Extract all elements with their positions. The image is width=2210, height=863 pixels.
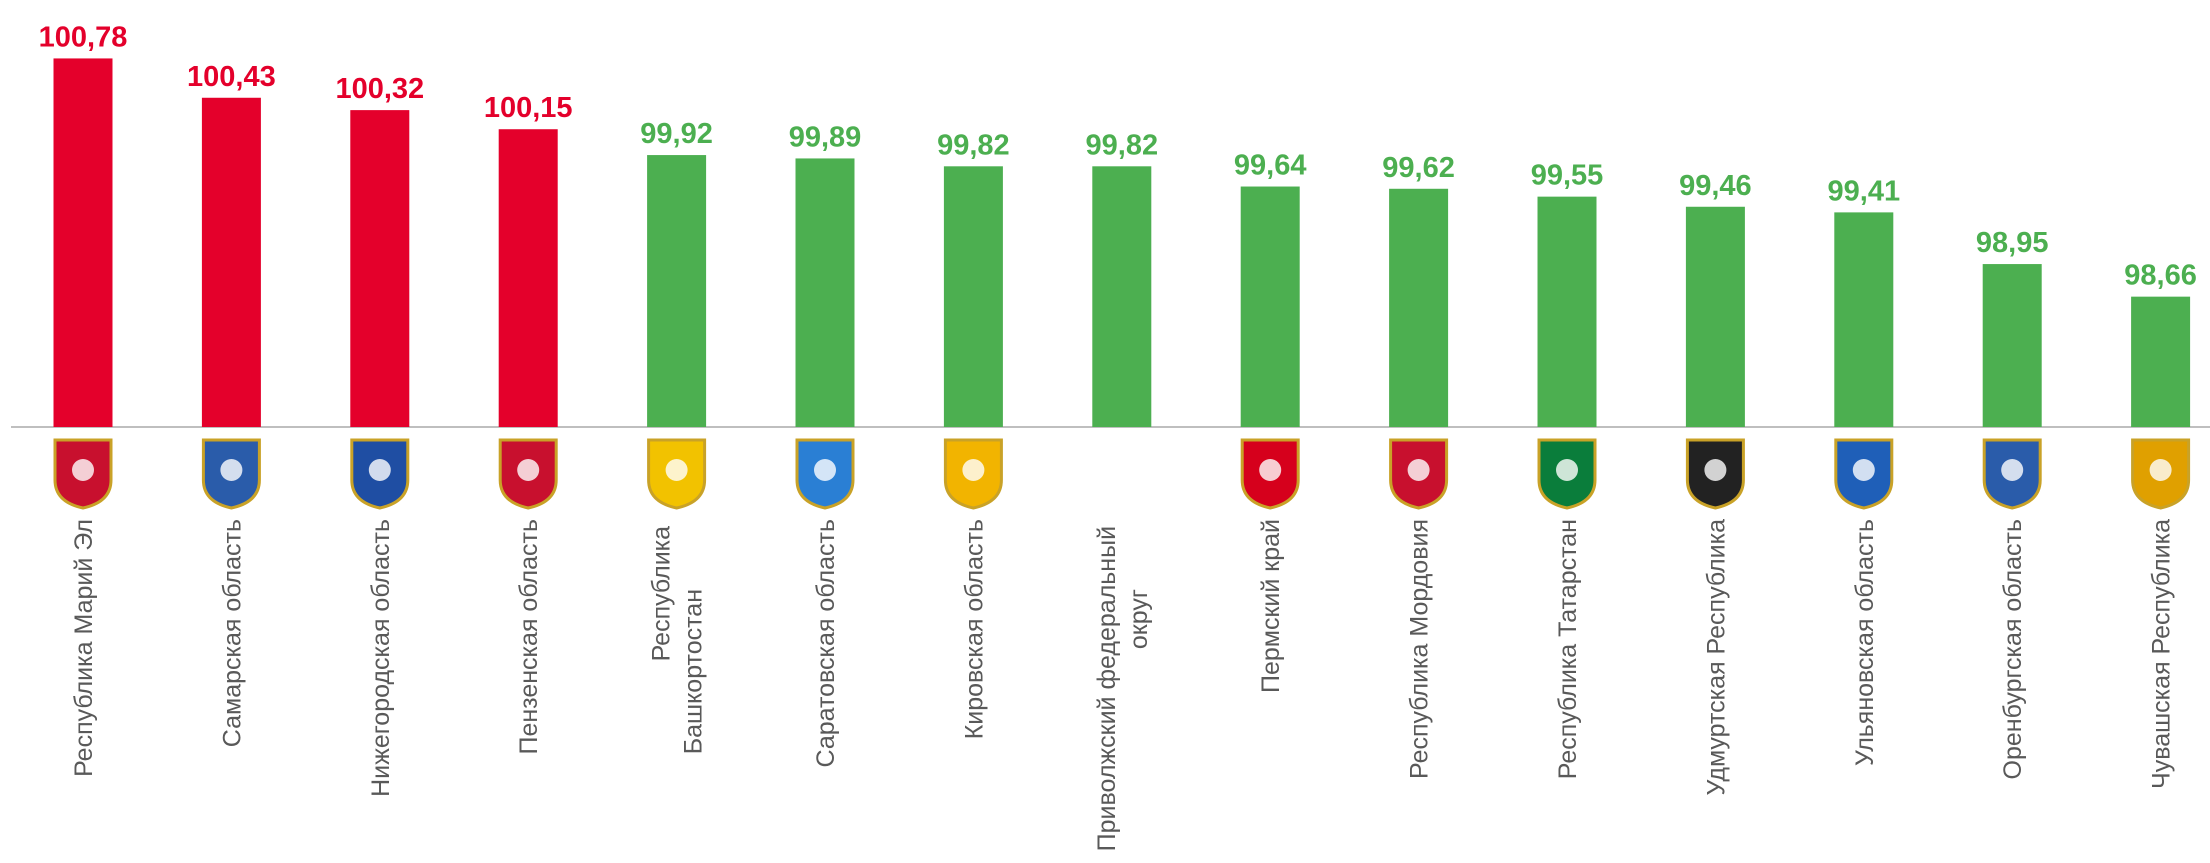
x-tick-label: Ульяновская область bbox=[1851, 519, 1879, 766]
bar bbox=[1092, 166, 1152, 427]
x-tick-label: Республика Марий Эл bbox=[70, 519, 98, 777]
x-tick-label: Приволжский федеральный округ bbox=[1093, 519, 1153, 851]
emblem bbox=[1240, 438, 1300, 510]
emblem bbox=[647, 438, 707, 510]
bar bbox=[1240, 186, 1300, 427]
emblem-detail bbox=[2149, 459, 2172, 481]
emblem-detail bbox=[665, 459, 688, 481]
bar bbox=[350, 110, 410, 427]
emblem bbox=[1982, 438, 2042, 510]
emblem bbox=[1685, 438, 1745, 510]
bar bbox=[498, 129, 558, 427]
emblem bbox=[2131, 438, 2191, 510]
emblem-detail bbox=[2001, 459, 2024, 481]
value-label: 100,78 bbox=[39, 21, 128, 53]
emblem-detail bbox=[1407, 459, 1430, 481]
emblem bbox=[943, 438, 1003, 510]
value-label: 99,92 bbox=[640, 118, 713, 150]
value-label: 99,82 bbox=[937, 129, 1010, 161]
emblem-detail bbox=[1852, 459, 1875, 481]
x-tick-label: Саратовская область bbox=[812, 519, 840, 768]
x-tick-label: Пермский край bbox=[1257, 519, 1285, 693]
x-tick-label: Кировская область bbox=[960, 519, 988, 739]
emblem bbox=[350, 438, 410, 510]
emblem bbox=[795, 438, 855, 510]
x-tick-label: Республика Татарстан bbox=[1554, 519, 1582, 779]
bar bbox=[2131, 296, 2191, 427]
emblem-detail bbox=[220, 459, 243, 481]
x-tick-label: Республика Мордовия bbox=[1406, 519, 1434, 779]
bar bbox=[795, 158, 855, 428]
x-tick-label: Самарская область bbox=[218, 519, 246, 747]
bar bbox=[53, 58, 113, 427]
bar bbox=[1834, 212, 1894, 427]
x-tick-label: Чувашская Республика bbox=[2148, 519, 2176, 789]
emblem bbox=[1834, 438, 1894, 510]
emblem bbox=[1537, 438, 1597, 510]
value-label: 99,41 bbox=[1828, 175, 1901, 207]
value-label: 100,43 bbox=[187, 61, 276, 93]
emblem-detail bbox=[962, 459, 985, 481]
bar bbox=[1537, 196, 1597, 427]
bar bbox=[943, 166, 1003, 427]
value-label: 99,46 bbox=[1679, 170, 1752, 202]
value-label: 99,64 bbox=[1234, 150, 1307, 182]
x-tick-label: Нижегородская область bbox=[367, 519, 395, 797]
value-label: 99,62 bbox=[1382, 152, 1455, 184]
x-tick-label: Республика Башкортостан bbox=[648, 519, 708, 754]
bar bbox=[1389, 188, 1449, 427]
emblem-detail bbox=[368, 459, 391, 481]
x-tick-label: Пензенская область bbox=[515, 519, 543, 755]
value-label: 100,32 bbox=[335, 73, 424, 105]
value-label: 98,95 bbox=[1976, 227, 2049, 259]
value-label: 98,66 bbox=[2124, 260, 2197, 292]
emblem-detail bbox=[1556, 459, 1578, 481]
emblem-detail bbox=[1704, 459, 1727, 481]
bar bbox=[1982, 264, 2042, 427]
emblem bbox=[498, 438, 558, 510]
emblem-detail bbox=[72, 459, 94, 481]
value-label: 99,89 bbox=[789, 121, 862, 153]
x-tick-label: Удмуртская Республика bbox=[1702, 519, 1730, 796]
bar bbox=[1685, 206, 1745, 427]
emblem bbox=[201, 438, 261, 510]
emblem-detail bbox=[814, 459, 836, 481]
value-label: 100,15 bbox=[484, 92, 573, 124]
emblem-detail bbox=[1259, 459, 1282, 481]
bar bbox=[201, 97, 261, 427]
value-label: 99,55 bbox=[1531, 160, 1604, 192]
emblem-detail bbox=[517, 459, 540, 481]
value-label: 99,82 bbox=[1086, 129, 1159, 161]
x-tick-label: Оренбургская область bbox=[1999, 519, 2027, 779]
emblem bbox=[53, 438, 113, 510]
emblem bbox=[1389, 438, 1449, 510]
bar bbox=[647, 155, 707, 427]
